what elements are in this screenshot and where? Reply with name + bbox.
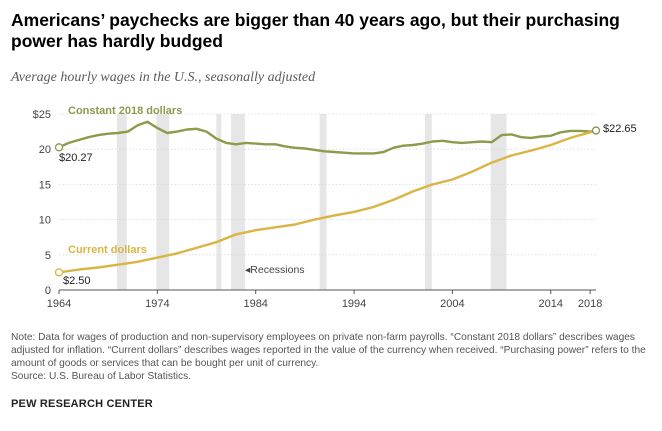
- gridlines: [59, 113, 596, 291]
- constant-start-value: $20.27: [59, 152, 93, 164]
- current-start-value: $2.50: [63, 275, 91, 287]
- recession-band-2: [216, 114, 222, 290]
- x-tick-label: 1984: [243, 298, 267, 310]
- y-tick-label: 20: [39, 144, 51, 156]
- x-tick-label: 2014: [539, 298, 563, 310]
- current-dollars-series-label: Current dollars: [68, 244, 147, 256]
- y-tick-label: 0: [45, 285, 51, 297]
- end-marker: [591, 126, 601, 135]
- x-tick-label: 2004: [440, 298, 464, 310]
- x-tick-label: 1994: [342, 298, 366, 310]
- end-value: $22.65: [603, 123, 637, 135]
- x-tick-label: 1964: [47, 298, 71, 310]
- y-tick-label: 15: [39, 179, 51, 191]
- chart-subtitle: Average hourly wages in the U.S., season…: [11, 70, 316, 85]
- recessions-label-text: Recessions: [250, 264, 304, 276]
- recession-band-0: [117, 114, 127, 290]
- chart-title: Americans’ paychecks are bigger than 40 …: [11, 10, 620, 51]
- y-tick-label: 10: [39, 215, 51, 227]
- current-dollars-line: [58, 129, 597, 274]
- note-text: Note: Data for wages of production and n…: [11, 332, 646, 369]
- constant-dollars-line: [58, 120, 597, 155]
- x-tick-label: 1974: [145, 298, 169, 310]
- current-start-marker: [54, 268, 64, 277]
- recession-band-3: [231, 114, 245, 290]
- constant-start-marker: [54, 143, 64, 152]
- recessions-arrow-icon: ◂: [245, 264, 251, 276]
- credit-line: PEW RESEARCH CENTER: [11, 398, 153, 410]
- y-axis-ticks: 0 5 10 15 20 $25: [33, 109, 51, 297]
- x-tick-label: 2018: [578, 298, 602, 310]
- recessions-label: ◂Recessions: [245, 264, 305, 276]
- x-axis-ticks: 1964 1974 1984 1994 2004 2014 2018: [47, 290, 602, 310]
- recession-band-1: [156, 114, 170, 290]
- source-text: Source: U.S. Bureau of Labor Statistics.: [11, 371, 192, 382]
- chart-note: Note: Data for wages of production and n…: [11, 331, 656, 383]
- y-tick-label: $25: [33, 109, 51, 121]
- recession-band-4: [319, 114, 327, 290]
- constant-dollars-series-label: Constant 2018 dollars: [68, 105, 182, 117]
- y-tick-label: 5: [45, 250, 51, 262]
- wages-line-chart: 0 5 10 15 20 $25 1964 1974 1984 1994 2004 2014 2018…: [33, 105, 637, 310]
- recession-band-5: [424, 114, 432, 290]
